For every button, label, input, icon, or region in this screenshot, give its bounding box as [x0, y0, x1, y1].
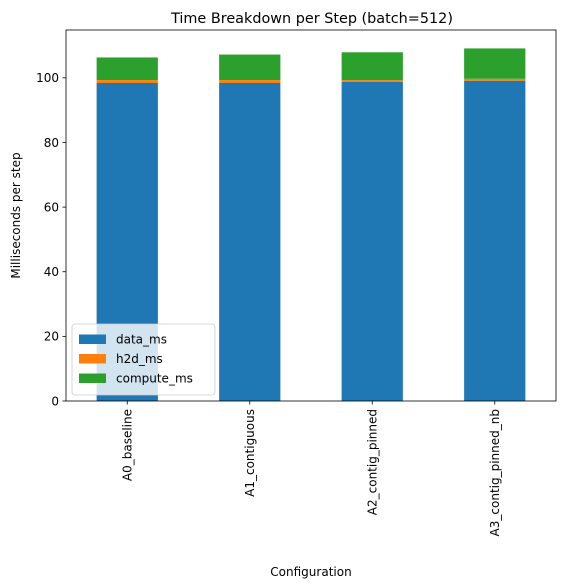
y-tick-label: 60 [44, 200, 59, 214]
bar-h2d_ms-2 [341, 80, 403, 82]
x-axis-label: Configuration [270, 565, 351, 579]
x-axis: A0_baseline A1_contiguous A2_contig_pinned… [121, 401, 502, 536]
x-tick-label: A0_baseline [121, 409, 135, 481]
legend-swatch-compute_ms [79, 373, 106, 383]
bar-data_ms-2 [341, 81, 403, 402]
legend-swatch-data_ms [79, 334, 106, 344]
bar-h2d_ms-0 [96, 80, 158, 83]
bar-data_ms-1 [219, 83, 281, 401]
bar-compute_ms-1 [219, 54, 281, 81]
legend: data_ms h2d_ms compute_ms [71, 323, 216, 396]
bar-h2d_ms-3 [464, 78, 526, 81]
y-tick-label: 80 [44, 136, 59, 150]
y-tick-label: 100 [36, 71, 59, 85]
bar-compute_ms-0 [96, 57, 158, 81]
x-tick-label: A2_contig_pinned [366, 409, 380, 515]
y-tick-label: 40 [44, 265, 59, 279]
bar-compute_ms-3 [464, 48, 526, 79]
y-tick-label: 20 [44, 330, 59, 344]
legend-swatch-h2d_ms [79, 354, 106, 364]
x-tick-label: A1_contiguous [243, 409, 257, 497]
plot-frame [65, 29, 557, 402]
y-axis: 0 20 40 60 80 100 [36, 71, 66, 408]
chart-title: Time Breakdown per Step (batch=512) [170, 11, 453, 27]
bars-group [96, 48, 526, 402]
bar-compute_ms-2 [341, 52, 403, 81]
y-tick-label: 0 [51, 394, 59, 408]
legend-box [71, 323, 216, 396]
x-tick-label: A3_contig_pinned_nb [488, 409, 502, 536]
bar-data_ms-3 [464, 80, 526, 402]
legend-label-compute_ms: compute_ms [116, 371, 193, 385]
legend-label-h2d_ms: h2d_ms [116, 352, 163, 366]
bar-h2d_ms-1 [219, 80, 281, 83]
legend-label-data_ms: data_ms [116, 332, 167, 346]
y-axis-label: Milliseconds per step [9, 152, 23, 278]
